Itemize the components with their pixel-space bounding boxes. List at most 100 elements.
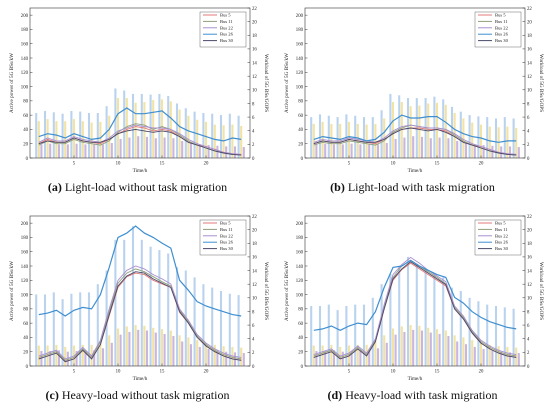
caption-c-label: (c) (45, 388, 59, 402)
workload-bar (52, 292, 55, 366)
workload-bar (66, 351, 69, 366)
workload-bar (310, 117, 313, 158)
y2-axis-label: Workload of 5G BSs/GOPS (538, 262, 545, 320)
x-tick-label: 15 (435, 162, 440, 167)
power-line-bus-22 (313, 256, 517, 357)
y2-tick-label: 4 (527, 130, 530, 135)
workload-bar (172, 336, 175, 366)
legend-box (199, 11, 247, 48)
power-line-bus-26 (38, 225, 242, 317)
workload-bar (327, 115, 330, 158)
workload-bar (332, 144, 336, 158)
workload-bar (196, 340, 199, 366)
workload-bar (225, 351, 228, 366)
y2-tick-label: 12 (252, 75, 257, 80)
x-tick-label: 10 (116, 370, 121, 375)
workload-bar (66, 144, 69, 158)
workload-bar (486, 304, 489, 366)
workload-bar (424, 270, 427, 366)
legend-label: Bus 11 (495, 227, 508, 232)
workload-bar (512, 118, 515, 158)
workload-bar (459, 111, 462, 158)
power-line-bus-30 (313, 261, 517, 360)
power-line-bus-26 (313, 259, 517, 331)
legend-label: Bus 22 (495, 25, 509, 30)
y2-tick-label: 0 (252, 365, 255, 370)
workload-bar (137, 136, 140, 158)
y2-tick-label: 6 (252, 324, 255, 329)
y2-tick-label: 20 (252, 228, 257, 233)
workload-bar (193, 277, 196, 366)
y-tick-label: 140 (21, 57, 29, 62)
workload-bar (486, 117, 489, 158)
workload-bar (158, 93, 161, 158)
caption-c-text: Heavy-load without task migration (61, 388, 230, 402)
workload-bar (216, 350, 219, 366)
workload-bar (149, 246, 152, 366)
workload-bar (427, 327, 430, 366)
x-axis-label: Time/h (408, 376, 423, 382)
workload-bar (154, 332, 157, 366)
plot-frame (29, 215, 251, 367)
workload-bar (406, 256, 410, 366)
y-tick-label: 160 (21, 251, 29, 256)
legend-label: Bus 30 (495, 246, 509, 251)
legend-label: Bus 26 (220, 32, 234, 37)
y-tick-label: 140 (296, 265, 304, 270)
y2-axis-label: Workload of 5G BSs/GOPS (538, 54, 545, 112)
workload-bar (374, 341, 377, 366)
workload-bar (391, 102, 395, 158)
y2-tick-label: 8 (527, 310, 530, 315)
legend-label: Bus 11 (495, 19, 508, 24)
workload-bar (500, 146, 503, 158)
workload-bar (123, 90, 126, 158)
workload-bar (347, 121, 351, 158)
y2-tick-label: 22 (252, 7, 257, 12)
workload-bar (362, 304, 366, 366)
caption-d-label: (d) (327, 388, 343, 402)
workload-bar (479, 124, 483, 158)
y2-tick-label: 10 (252, 297, 257, 302)
workload-bar (240, 125, 243, 158)
workload-bar (371, 117, 374, 158)
workload-bar (315, 144, 318, 158)
workload-bar (35, 294, 38, 366)
workload-bar (468, 297, 471, 366)
workload-bar (435, 329, 439, 366)
workload-bar (488, 126, 491, 158)
workload-bar (400, 102, 403, 158)
y-tick-label: 100 (296, 293, 304, 298)
y-axis-label: Active power of 5G BSs/kW (8, 261, 15, 321)
workload-bar (184, 108, 187, 158)
workload-bar (213, 124, 216, 158)
y2-tick-label: 16 (252, 256, 257, 261)
y2-tick-label: 20 (252, 20, 257, 25)
y-axis-label: Active power of 5G BSs/kW (283, 261, 290, 321)
workload-bar (114, 88, 117, 158)
workload-bar (409, 325, 412, 366)
power-line-bus-26 (38, 107, 242, 142)
caption-a: (a) Light-load without task migration (0, 180, 275, 195)
workload-bar (336, 117, 339, 158)
workload-bar (152, 327, 155, 366)
workload-bar (471, 122, 474, 158)
workload-bar (418, 105, 421, 158)
y-tick-label: 180 (21, 28, 29, 33)
power-line-bus-11 (313, 259, 517, 358)
y2-tick-label: 4 (252, 130, 255, 135)
legend-label: Bus 30 (495, 38, 509, 43)
workload-bar (75, 143, 78, 158)
caption-d-text: Heavy-load with task migration (345, 388, 498, 402)
workload-bar (336, 310, 339, 366)
legend-label: Bus 22 (220, 25, 234, 30)
y2-tick-label: 6 (527, 116, 530, 121)
workload-bar (93, 350, 96, 366)
workload-bar (55, 344, 58, 366)
y-axis-label: Active power of 5G BSs/kW (283, 53, 290, 113)
workload-bar (512, 308, 515, 366)
y-tick-label: 80 (23, 100, 28, 105)
workload-bar (154, 138, 157, 158)
workload-bar (380, 284, 383, 366)
workload-bar (459, 291, 462, 366)
workload-bar (181, 341, 184, 366)
